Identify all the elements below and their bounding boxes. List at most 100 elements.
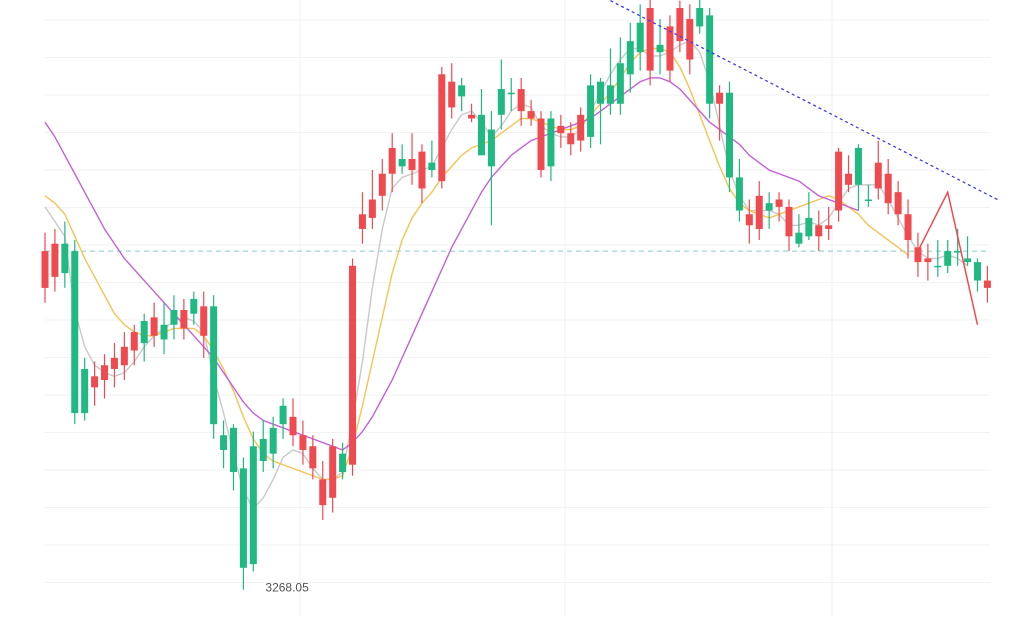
candle-body [51, 243, 59, 277]
candle-body [71, 251, 79, 414]
candle-body [964, 258, 972, 263]
grid [45, 0, 990, 617]
candle-body [686, 19, 694, 60]
candle-body [487, 129, 495, 167]
candle-body [299, 435, 307, 450]
moving-averages [44, 40, 968, 510]
candle-body [785, 206, 793, 237]
projection [917, 189, 979, 325]
candle-body [378, 173, 386, 196]
candle-body [815, 225, 823, 237]
low-price-label: 3268.05 [265, 581, 309, 595]
ma_mid-line [44, 47, 909, 481]
candle-body [706, 15, 714, 104]
candle-body [616, 63, 624, 104]
candle-body [597, 81, 605, 104]
candle-body [239, 468, 247, 568]
candle-body [725, 92, 733, 178]
candle-body [448, 81, 456, 108]
candle-body [795, 232, 803, 244]
candle-body [835, 151, 843, 211]
candle-body [914, 247, 922, 263]
candle-body [91, 376, 99, 388]
candle-body [924, 258, 932, 263]
candle-body [557, 125, 565, 134]
candle-body [547, 118, 555, 167]
candle-body [973, 262, 981, 281]
candle-body [319, 479, 327, 506]
candle-body [120, 346, 128, 366]
ma_fast-line [44, 40, 968, 510]
candle-body [418, 151, 426, 189]
candle-body [190, 298, 198, 314]
candle-body [81, 368, 89, 414]
candle-body [656, 44, 664, 53]
candle-body [249, 446, 257, 565]
candle-body [101, 365, 109, 380]
candle-body [587, 85, 595, 137]
candle-body [646, 8, 654, 71]
candle-body [666, 26, 674, 71]
candle-body [755, 195, 763, 229]
trendline [610, 0, 998, 201]
candle-body [339, 453, 347, 473]
candle-body [279, 405, 287, 425]
candle-body [468, 114, 476, 119]
candle-body [170, 310, 178, 325]
candle-body [716, 92, 724, 104]
candle-body [160, 324, 168, 340]
candle-body [349, 265, 357, 465]
candle-body [854, 147, 862, 185]
candle-body [438, 74, 446, 182]
candle-body [398, 159, 406, 167]
projection-path [917, 189, 979, 325]
candle-body [517, 89, 525, 112]
candle-body [874, 162, 882, 189]
candle-body [567, 133, 575, 145]
candle-body [864, 199, 872, 202]
candle-body [220, 435, 228, 450]
candle-body [210, 306, 218, 425]
candle-body [775, 199, 783, 207]
candle-body [765, 203, 773, 211]
candle-body [269, 427, 277, 454]
candle-body [507, 92, 515, 95]
candle-body [983, 280, 991, 288]
candle-body [636, 22, 644, 53]
candle-body [41, 251, 49, 288]
descending-trendline [610, 0, 998, 201]
candles [41, 0, 991, 590]
candle-body [428, 162, 436, 171]
candle-body [845, 173, 853, 185]
ma_slow-line [44, 77, 859, 451]
candle-body [894, 192, 902, 215]
candle-body [110, 357, 118, 369]
candle-body [150, 317, 158, 336]
candle-body [229, 427, 237, 473]
candle-body [904, 214, 912, 241]
candle-body [368, 199, 376, 218]
candle-body [458, 85, 466, 97]
candle-body [676, 8, 684, 42]
candle-body [180, 310, 188, 329]
candle-body [388, 147, 396, 174]
candle-body [140, 321, 148, 344]
candle-body [309, 446, 317, 469]
candle-body [735, 177, 743, 211]
candle-body [884, 173, 892, 204]
candle-body [745, 214, 753, 226]
candle-body [259, 438, 267, 461]
candle-body [130, 332, 138, 351]
candle-body [497, 89, 505, 115]
candle-body [577, 114, 585, 141]
candle-body [289, 416, 297, 436]
candle-body [408, 159, 416, 171]
candle-body [954, 251, 962, 253]
candle-body [805, 217, 813, 237]
candle-body [200, 306, 208, 336]
candle-body [537, 118, 545, 171]
candle-body [358, 214, 366, 229]
candle-body [61, 243, 69, 274]
